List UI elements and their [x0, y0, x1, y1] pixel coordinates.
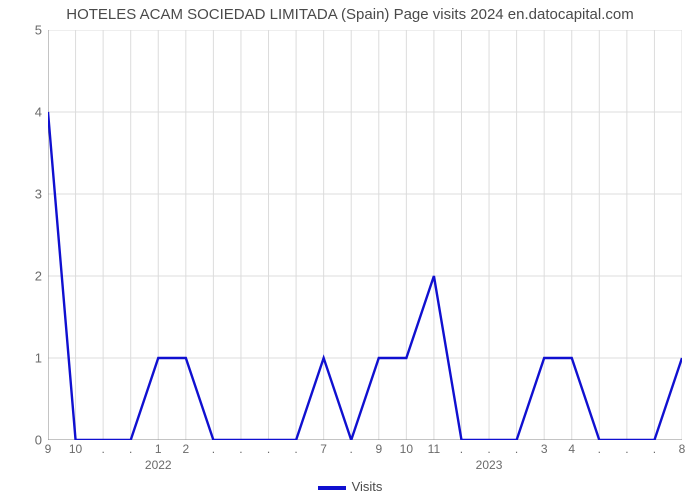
legend: Visits: [0, 479, 700, 494]
x-tick-label: .: [101, 442, 104, 456]
legend-label: Visits: [352, 479, 383, 494]
chart-svg: [48, 30, 682, 440]
chart-title: HOTELES ACAM SOCIEDAD LIMITADA (Spain) P…: [0, 6, 700, 23]
y-tick-label: 2: [2, 269, 42, 284]
y-tick-label: 3: [2, 187, 42, 202]
x-tick-label: .: [598, 442, 601, 456]
plot-area: [48, 30, 682, 440]
x-tick-label: 4: [568, 442, 575, 456]
y-tick-label: 1: [2, 351, 42, 366]
x-tick-year-label: 2023: [476, 458, 503, 472]
x-tick-label: .: [294, 442, 297, 456]
x-tick-year-label: 2022: [145, 458, 172, 472]
x-tick-label: .: [653, 442, 656, 456]
legend-swatch: [318, 486, 346, 490]
x-tick-label: .: [350, 442, 353, 456]
page-visits-chart: HOTELES ACAM SOCIEDAD LIMITADA (Spain) P…: [0, 0, 700, 500]
y-tick-label: 4: [2, 105, 42, 120]
x-tick-label: 7: [320, 442, 327, 456]
x-tick-label: 2: [182, 442, 189, 456]
x-tick-label: .: [129, 442, 132, 456]
x-tick-label: 11: [428, 442, 440, 456]
x-tick-label: 10: [69, 442, 82, 456]
x-tick-label: .: [239, 442, 242, 456]
x-tick-label: .: [212, 442, 215, 456]
y-tick-label: 5: [2, 23, 42, 38]
x-tick-label: .: [267, 442, 270, 456]
x-tick-label: 9: [45, 442, 52, 456]
x-tick-label: 8: [679, 442, 686, 456]
x-tick-label: 3: [541, 442, 548, 456]
x-tick-label: .: [625, 442, 628, 456]
x-tick-label: 10: [400, 442, 413, 456]
y-tick-label: 0: [2, 433, 42, 448]
x-tick-label: 9: [375, 442, 382, 456]
x-tick-label: .: [460, 442, 463, 456]
x-tick-label: 1: [155, 442, 162, 456]
x-tick-label: .: [515, 442, 518, 456]
x-tick-label: .: [487, 442, 490, 456]
